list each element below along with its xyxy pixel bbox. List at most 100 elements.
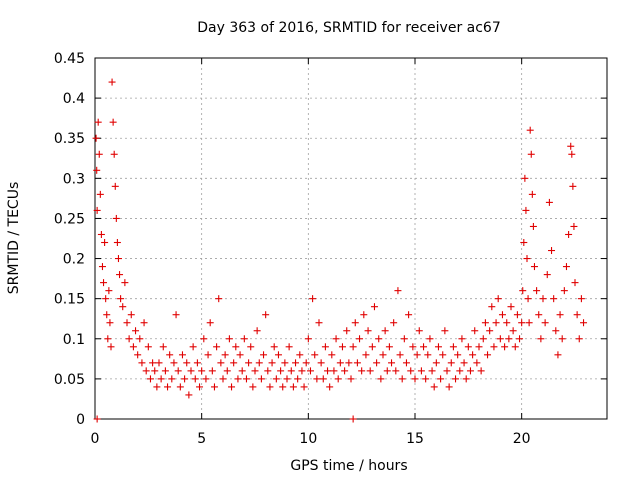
data-point: [565, 230, 573, 238]
data-point: [525, 319, 533, 327]
data-point: [193, 359, 201, 367]
data-point: [257, 375, 265, 383]
data-point: [473, 359, 481, 367]
data-point: [183, 359, 191, 367]
data-point: [108, 78, 116, 86]
data-point: [93, 415, 101, 423]
data-point: [426, 335, 434, 343]
data-point: [351, 319, 359, 327]
data-point: [541, 319, 549, 327]
data-point: [439, 351, 447, 359]
data-point: [196, 383, 204, 391]
data-point: [232, 343, 240, 351]
data-point: [324, 367, 332, 375]
data-point: [270, 343, 278, 351]
data-point: [127, 311, 135, 319]
grid: [95, 58, 607, 419]
data-point: [110, 150, 118, 158]
data-point: [249, 383, 257, 391]
data-point: [481, 319, 489, 327]
data-point: [101, 239, 109, 247]
data-point: [400, 335, 408, 343]
data-point: [560, 287, 568, 295]
data-point: [279, 383, 287, 391]
data-point: [330, 367, 338, 375]
data-point: [349, 415, 357, 423]
data-point: [319, 375, 327, 383]
data-point: [477, 367, 485, 375]
data-point: [189, 343, 197, 351]
data-point: [132, 327, 140, 335]
data-point: [452, 375, 460, 383]
data-point: [362, 351, 370, 359]
data-point: [155, 359, 163, 367]
data-point: [520, 239, 528, 247]
data-point: [260, 351, 268, 359]
data-point: [511, 343, 519, 351]
data-point: [236, 351, 244, 359]
data-point: [375, 335, 383, 343]
data-point: [287, 367, 295, 375]
data-point: [390, 319, 398, 327]
data-point: [142, 367, 150, 375]
data-point: [223, 367, 231, 375]
data-point: [466, 367, 474, 375]
data-point: [268, 359, 276, 367]
data-point: [519, 287, 527, 295]
data-point: [341, 367, 349, 375]
data-point: [338, 343, 346, 351]
data-point: [215, 295, 223, 303]
data-point: [210, 383, 218, 391]
data-point: [157, 375, 165, 383]
data-point: [315, 319, 323, 327]
data-point: [253, 327, 261, 335]
data-point: [349, 343, 357, 351]
data-point: [356, 335, 364, 343]
data-point: [123, 319, 131, 327]
data-point: [121, 279, 129, 287]
data-point: [116, 271, 124, 279]
data-point: [255, 359, 263, 367]
data-point: [296, 351, 304, 359]
data-points: [92, 78, 588, 423]
data-point: [484, 351, 492, 359]
data-point: [97, 230, 105, 238]
data-point: [379, 351, 387, 359]
data-point: [151, 367, 159, 375]
data-point: [567, 142, 575, 150]
data-point: [523, 255, 531, 263]
x-tick-label: 15: [406, 431, 424, 447]
data-point: [501, 343, 509, 351]
data-point: [245, 359, 253, 367]
data-point: [170, 359, 178, 367]
data-point: [488, 303, 496, 311]
data-point: [328, 351, 336, 359]
data-point: [358, 367, 366, 375]
data-point: [283, 375, 291, 383]
data-point: [105, 287, 113, 295]
data-point: [548, 247, 556, 255]
data-point: [545, 198, 553, 206]
y-tick-label: 0.3: [63, 171, 85, 187]
data-point: [370, 303, 378, 311]
y-tick-label: 0.2: [63, 252, 85, 268]
data-point: [187, 367, 195, 375]
data-point: [580, 319, 588, 327]
data-point: [392, 367, 400, 375]
data-point: [217, 359, 225, 367]
data-point: [298, 367, 306, 375]
chart-title: Day 363 of 2016, SRMTID for receiver ac6…: [197, 20, 501, 36]
plot-area: [94, 57, 608, 420]
data-point: [198, 367, 206, 375]
data-point: [306, 367, 314, 375]
data-point: [264, 367, 272, 375]
data-point: [381, 327, 389, 335]
data-point: [219, 375, 227, 383]
data-point: [475, 343, 483, 351]
data-point: [174, 367, 182, 375]
data-point: [96, 190, 104, 198]
data-point: [146, 375, 154, 383]
data-point: [471, 327, 479, 335]
data-point: [539, 295, 547, 303]
data-point: [405, 311, 413, 319]
